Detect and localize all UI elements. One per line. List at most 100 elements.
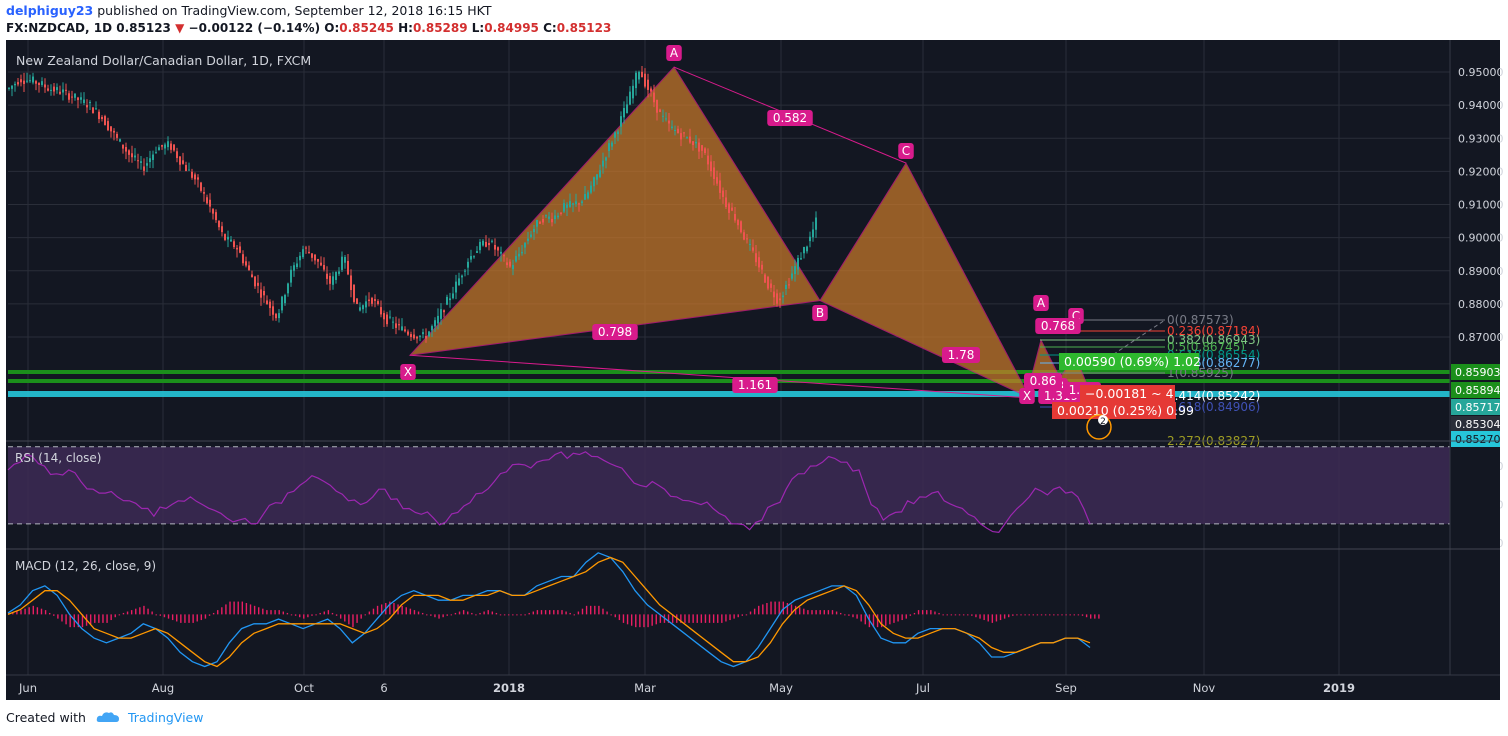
candle-body <box>227 236 229 240</box>
macd-histogram-bar <box>885 614 887 626</box>
close-label: C: <box>543 21 557 35</box>
macd-histogram-bar <box>975 614 977 618</box>
macd-histogram-bar <box>413 610 416 615</box>
macd-histogram-bar <box>1057 614 1059 616</box>
macd-histogram-bar <box>483 611 485 615</box>
candle-body <box>305 247 307 249</box>
candle-body <box>146 163 148 166</box>
macd-histogram-bar <box>176 614 178 622</box>
rsi-title: RSI (14, close) <box>15 451 101 465</box>
candles <box>8 66 817 344</box>
time-tick: 2019 <box>1323 681 1355 695</box>
candle-body <box>44 84 46 88</box>
macd-histogram-bar <box>327 610 330 615</box>
candle-body <box>236 247 238 250</box>
macd-histogram-bar <box>36 607 39 615</box>
macd-histogram-bar <box>98 614 100 623</box>
stop-label: 0.00210 (0.25%) 0.99 <box>1057 403 1194 418</box>
macd-histogram-bar <box>667 614 670 623</box>
candle-body <box>296 263 298 268</box>
macd-histogram-bar <box>622 614 625 623</box>
ratio-xb-bg <box>592 324 638 340</box>
candle-body <box>158 147 160 151</box>
chart-canvas[interactable]: 0(0.87573)0.236(0.87184)0.382(0.86943)0.… <box>0 40 1508 700</box>
candle-body <box>224 234 226 240</box>
macd-histogram-bar <box>1090 614 1092 619</box>
candle-body <box>110 126 112 132</box>
macd-histogram-bar <box>864 614 866 625</box>
candle-body <box>401 326 403 331</box>
candle-body <box>470 256 472 260</box>
candle-body <box>746 238 748 240</box>
candle-body <box>143 166 145 171</box>
candle-body <box>803 247 805 254</box>
macd-histogram-bar <box>561 610 563 615</box>
candle-body <box>545 215 547 217</box>
fib-label: 1.414(0.85242) <box>1167 389 1260 403</box>
candle-body <box>152 154 154 160</box>
macd-histogram-bar <box>253 605 256 615</box>
candle-body <box>269 301 271 309</box>
candle-body <box>209 199 211 207</box>
macd-histogram-bar <box>1098 614 1100 619</box>
macd-histogram-bar <box>696 614 698 623</box>
candle-body <box>200 182 202 191</box>
axes: 0.95000 0.94000 0.93000 0.92000 0.91000 0.900… <box>6 40 1504 700</box>
candle-body <box>290 269 292 283</box>
symbol-label[interactable]: FX:NZDCAD, 1D <box>6 21 113 35</box>
macd-histogram-bar <box>487 610 489 615</box>
macd-histogram-bar <box>913 612 916 615</box>
macd-histogram-bar <box>540 610 543 615</box>
candle-body <box>626 104 628 114</box>
fib-label: 0.382(0.86943) <box>1167 333 1260 347</box>
macd-histogram-bar <box>212 612 215 615</box>
candle-body <box>149 158 151 163</box>
macd-histogram-bar <box>393 603 395 615</box>
price-tag-bg <box>1451 382 1500 398</box>
marker-number: 2 <box>1100 417 1106 427</box>
macd-histogram-bar <box>905 614 907 619</box>
candle-body <box>620 116 622 127</box>
macd-histogram-bar <box>32 605 34 615</box>
candle-body <box>761 264 763 270</box>
candle-body <box>350 275 352 291</box>
macd-histogram-bar <box>778 601 780 615</box>
macd-histogram-bar <box>102 614 104 623</box>
candle-body <box>191 171 193 178</box>
macd-histogram-bar <box>471 612 473 615</box>
macd-histogram-bar <box>151 611 153 615</box>
macd-histogram-bar <box>442 614 444 618</box>
macd-histogram-bar <box>122 612 125 615</box>
point-a-2: A <box>1037 296 1046 310</box>
author-name[interactable]: delphiguy23 <box>6 3 94 18</box>
macd-histogram-bar <box>725 614 727 622</box>
candle-body <box>716 177 718 184</box>
macd-histogram-bar <box>958 614 961 616</box>
price-tick: 0.88000 <box>1458 298 1504 311</box>
macd-histogram-bar <box>917 610 920 615</box>
macd-histogram-bar <box>233 601 235 615</box>
macd-histogram-bar <box>1008 614 1010 618</box>
candle-body <box>491 240 493 242</box>
candle-body <box>695 141 697 144</box>
macd-histogram-bar <box>893 614 895 623</box>
macd-histogram-bar <box>401 605 403 615</box>
candle-body <box>446 296 448 305</box>
candle-body <box>671 126 673 129</box>
high-label: H: <box>398 21 413 35</box>
candle-body <box>734 213 736 221</box>
tradingview-link[interactable]: TradingView <box>127 710 204 725</box>
candle-body <box>800 258 802 260</box>
macd-histogram-bar <box>479 612 481 615</box>
macd-histogram-bar <box>758 605 760 615</box>
candle-body <box>719 180 721 193</box>
macd-histogram-bar <box>1020 614 1022 616</box>
macd-histogram-bar <box>360 614 362 619</box>
open-value: 0.85245 <box>339 21 394 35</box>
candle-body <box>770 283 772 288</box>
candle-body <box>302 249 304 258</box>
publish-info: delphiguy23 published on TradingView.com… <box>6 3 492 18</box>
macd-histogram-bar <box>630 614 633 626</box>
candle-body <box>230 239 232 242</box>
candle-body <box>440 309 442 319</box>
